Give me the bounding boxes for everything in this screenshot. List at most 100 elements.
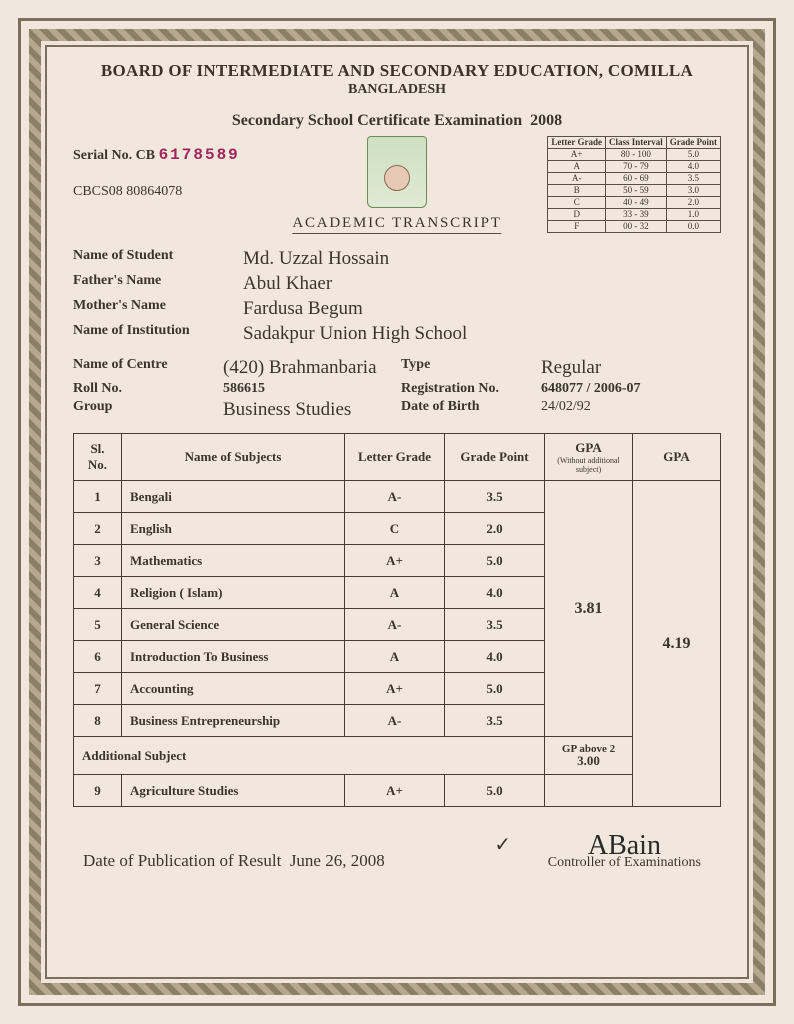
- letter-grade: A-: [345, 609, 445, 641]
- gp-above-cell: GP above 23.00: [545, 737, 633, 775]
- checkmark-icon: ✓: [494, 832, 511, 857]
- additional-label: Additional Subject: [74, 737, 545, 775]
- pub-label: Date of Publication of Result: [83, 851, 281, 870]
- additional-subject-header: Additional Subject GP above 23.00: [74, 737, 721, 775]
- exam-name: Secondary School Certificate Examination: [232, 112, 522, 129]
- sn: 9: [74, 775, 122, 807]
- hdr-gpa: GPA: [633, 434, 721, 481]
- sn: 7: [74, 673, 122, 705]
- gk-c: 3.0: [666, 185, 720, 197]
- grade-key-h2: Grade Point: [666, 137, 720, 149]
- hdr-gpa-wo-sub: (Without additional subject): [553, 456, 624, 474]
- serial-label: Serial No. CB: [73, 148, 155, 163]
- serial-number: 6178589: [159, 146, 240, 164]
- board-title: BOARD OF INTERMEDIATE AND SECONDARY EDUC…: [73, 61, 721, 81]
- letter-grade: A-: [345, 481, 445, 513]
- hdr-letter: Letter Grade: [345, 434, 445, 481]
- gk-c: D: [548, 209, 606, 221]
- certificate-inner: BOARD OF INTERMEDIATE AND SECONDARY EDUC…: [45, 45, 749, 979]
- letter-grade: A: [345, 641, 445, 673]
- label-institution: Name of Institution: [73, 323, 243, 345]
- gk-c: A: [548, 161, 606, 173]
- sn: 8: [74, 705, 122, 737]
- subject: Introduction To Business: [122, 641, 345, 673]
- label-roll: Roll No.: [73, 381, 223, 397]
- serial-block: Serial No. CB 6178589: [73, 146, 240, 164]
- publication-date: Date of Publication of Result June 26, 2…: [83, 851, 385, 871]
- table-row: 9Agriculture StudiesA+5.0: [74, 775, 721, 807]
- gk-c: 2.0: [666, 197, 720, 209]
- subject: General Science: [122, 609, 345, 641]
- subject: Bengali: [122, 481, 345, 513]
- hdr-sn: Sl. No.: [74, 434, 122, 481]
- marks-table: Sl. No. Name of Subjects Letter Grade Gr…: [73, 433, 721, 807]
- subject: Accounting: [122, 673, 345, 705]
- pub-date: June 26, 2008: [290, 851, 385, 870]
- subject: Mathematics: [122, 545, 345, 577]
- sn: 6: [74, 641, 122, 673]
- subject: Agriculture Studies: [122, 775, 345, 807]
- subject: Business Entrepreneurship: [122, 705, 345, 737]
- sn: 1: [74, 481, 122, 513]
- student-details: Name of StudentMd. Uzzal Hossain Father'…: [73, 248, 721, 345]
- exam-title: Secondary School Certificate Examination…: [73, 112, 721, 130]
- footer: Date of Publication of Result June 26, 2…: [73, 815, 721, 871]
- gk-c: B: [548, 185, 606, 197]
- board-logo: [367, 136, 427, 208]
- hdr-gpa-wo: GPA(Without additional subject): [545, 434, 633, 481]
- label-student-name: Name of Student: [73, 248, 243, 270]
- certificate-outer-border: BOARD OF INTERMEDIATE AND SECONDARY EDUC…: [18, 18, 776, 1006]
- gk-c: 3.5: [666, 173, 720, 185]
- grade-point: 5.0: [445, 673, 545, 705]
- grade-point: 3.5: [445, 609, 545, 641]
- hdr-subject: Name of Subjects: [122, 434, 345, 481]
- label-type: Type: [401, 357, 541, 379]
- letter-grade: A+: [345, 775, 445, 807]
- group: Business Studies: [223, 399, 401, 421]
- letter-grade: C: [345, 513, 445, 545]
- letter-grade: A-: [345, 705, 445, 737]
- exam-details: Name of Centre (420) Brahmanbaria Type R…: [73, 357, 721, 423]
- label-dob: Date of Birth: [401, 399, 541, 421]
- label-reg: Registration No.: [401, 381, 541, 397]
- grade-point: 3.5: [445, 481, 545, 513]
- gk-c: 33 - 39: [606, 209, 667, 221]
- label-father: Father's Name: [73, 273, 243, 295]
- sn: 2: [74, 513, 122, 545]
- dob: 24/02/92: [541, 399, 721, 421]
- roll: 586615: [223, 381, 401, 397]
- reg: 648077 / 2006-07: [541, 381, 721, 397]
- gk-c: 0.0: [666, 221, 720, 233]
- student-name: Md. Uzzal Hossain: [243, 248, 389, 270]
- gpa-without-additional: 3.81: [545, 481, 633, 737]
- header-row: Serial No. CB 6178589 CBCS08 80864078 AC…: [73, 136, 721, 226]
- grade-point: 5.0: [445, 775, 545, 807]
- sn: 5: [74, 609, 122, 641]
- sn: 3: [74, 545, 122, 577]
- label-mother: Mother's Name: [73, 298, 243, 320]
- hdr-gpa-wo-t: GPA: [575, 440, 601, 455]
- hdr-point: Grade Point: [445, 434, 545, 481]
- letter-grade: A+: [345, 545, 445, 577]
- letter-grade: A+: [345, 673, 445, 705]
- table-row: 1 Bengali A- 3.5 3.81 4.19: [74, 481, 721, 513]
- exam-year: 2008: [530, 112, 562, 129]
- gk-c: 1.0: [666, 209, 720, 221]
- gk-c: A+: [548, 149, 606, 161]
- grade-key-table: Letter Grade Class Interval Grade Point …: [547, 136, 721, 233]
- controller-label: Controller of Examinations: [548, 855, 701, 871]
- signature: ABain: [548, 837, 701, 855]
- empty-cell: [545, 775, 633, 807]
- gk-c: 4.0: [666, 161, 720, 173]
- label-centre: Name of Centre: [73, 357, 223, 379]
- grade-key-h0: Letter Grade: [548, 137, 606, 149]
- sn: 4: [74, 577, 122, 609]
- gk-c: A-: [548, 173, 606, 185]
- subject: Religion ( Islam): [122, 577, 345, 609]
- label-group: Group: [73, 399, 223, 421]
- gk-c: 60 - 69: [606, 173, 667, 185]
- mother-name: Fardusa Begum: [243, 298, 363, 320]
- gk-c: 00 - 32: [606, 221, 667, 233]
- grade-point: 5.0: [445, 545, 545, 577]
- country-label: BANGLADESH: [73, 82, 721, 98]
